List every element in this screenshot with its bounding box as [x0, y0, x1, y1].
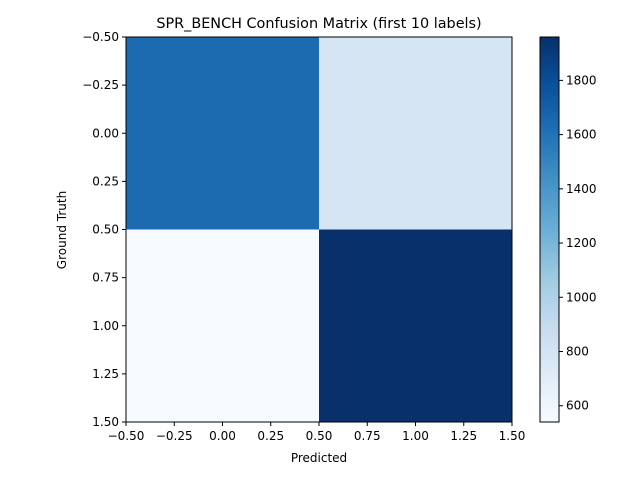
heatmap-cell [319, 37, 512, 230]
y-tick-label: 0.75 [92, 271, 119, 285]
x-tick-label: 1.25 [450, 429, 477, 443]
colorbar-tick-label: 1400 [566, 182, 597, 196]
colorbar-tick-label: 1000 [566, 290, 597, 304]
heatmap-cells [126, 37, 512, 422]
y-tick-label: 0.50 [92, 223, 119, 237]
y-tick-label: 1.25 [92, 367, 119, 381]
x-tick-label: 1.50 [499, 429, 526, 443]
y-axis-label: Ground Truth [55, 191, 69, 269]
y-tick-label: 1.50 [92, 415, 119, 429]
x-tick-label: −0.25 [156, 429, 193, 443]
y-tick-label: 1.00 [92, 319, 119, 333]
chart-title: SPR_BENCH Confusion Matrix (first 10 lab… [156, 16, 481, 32]
y-tick-label: −0.50 [82, 30, 119, 44]
heatmap-cell [319, 229, 512, 422]
heatmap-cell [126, 229, 319, 422]
colorbar-ticks: 600 800 1000 1200 1400 1600 1800 [559, 73, 597, 413]
colorbar-tick-label: 1200 [566, 236, 597, 250]
x-tick-label: −0.50 [108, 429, 145, 443]
y-tick-label: 0.25 [92, 174, 119, 188]
colorbar-tick-label: 1600 [566, 128, 597, 142]
x-tick-label: 0.00 [209, 429, 236, 443]
x-tick-label: 0.25 [257, 429, 284, 443]
x-tick-label: 0.75 [354, 429, 381, 443]
x-axis-label: Predicted [291, 451, 347, 465]
colorbar-tick-label: 600 [566, 399, 589, 413]
x-tick-label: 1.00 [402, 429, 429, 443]
colorbar-tick-label: 1800 [566, 73, 597, 87]
y-axis-ticks: −0.50 −0.25 0.00 0.25 0.50 0.75 1.00 1.25 1.50 [82, 30, 126, 429]
y-tick-label: 0.00 [92, 126, 119, 140]
x-axis-ticks: −0.50 −0.25 0.00 0.25 0.50 0.75 1.00 1.25 1.50 [108, 422, 526, 443]
heatmap-cell [126, 37, 319, 230]
colorbar-tick-label: 800 [566, 345, 589, 359]
y-tick-label: −0.25 [82, 78, 119, 92]
x-tick-label: 0.50 [306, 429, 333, 443]
colorbar [539, 36, 560, 423]
